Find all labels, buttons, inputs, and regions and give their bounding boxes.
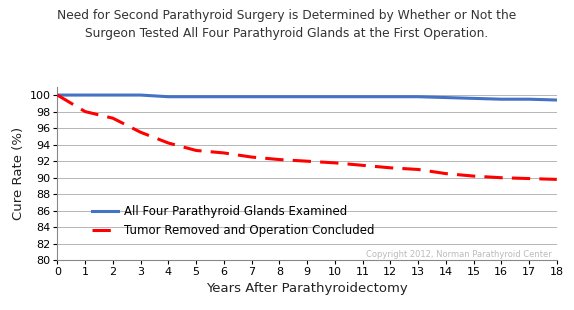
Text: Need for Second Parathyroid Surgery is Determined by Whether or Not the
Surgeon : Need for Second Parathyroid Surgery is D… [57, 9, 517, 40]
Legend: All Four Parathyroid Glands Examined, Tumor Removed and Operation Concluded: All Four Parathyroid Glands Examined, Tu… [88, 202, 378, 241]
X-axis label: Years After Parathyroidectomy: Years After Parathyroidectomy [206, 281, 408, 294]
Y-axis label: Cure Rate (%): Cure Rate (%) [12, 127, 25, 220]
Text: Copyright 2012, Norman Parathyroid Center: Copyright 2012, Norman Parathyroid Cente… [366, 250, 552, 259]
